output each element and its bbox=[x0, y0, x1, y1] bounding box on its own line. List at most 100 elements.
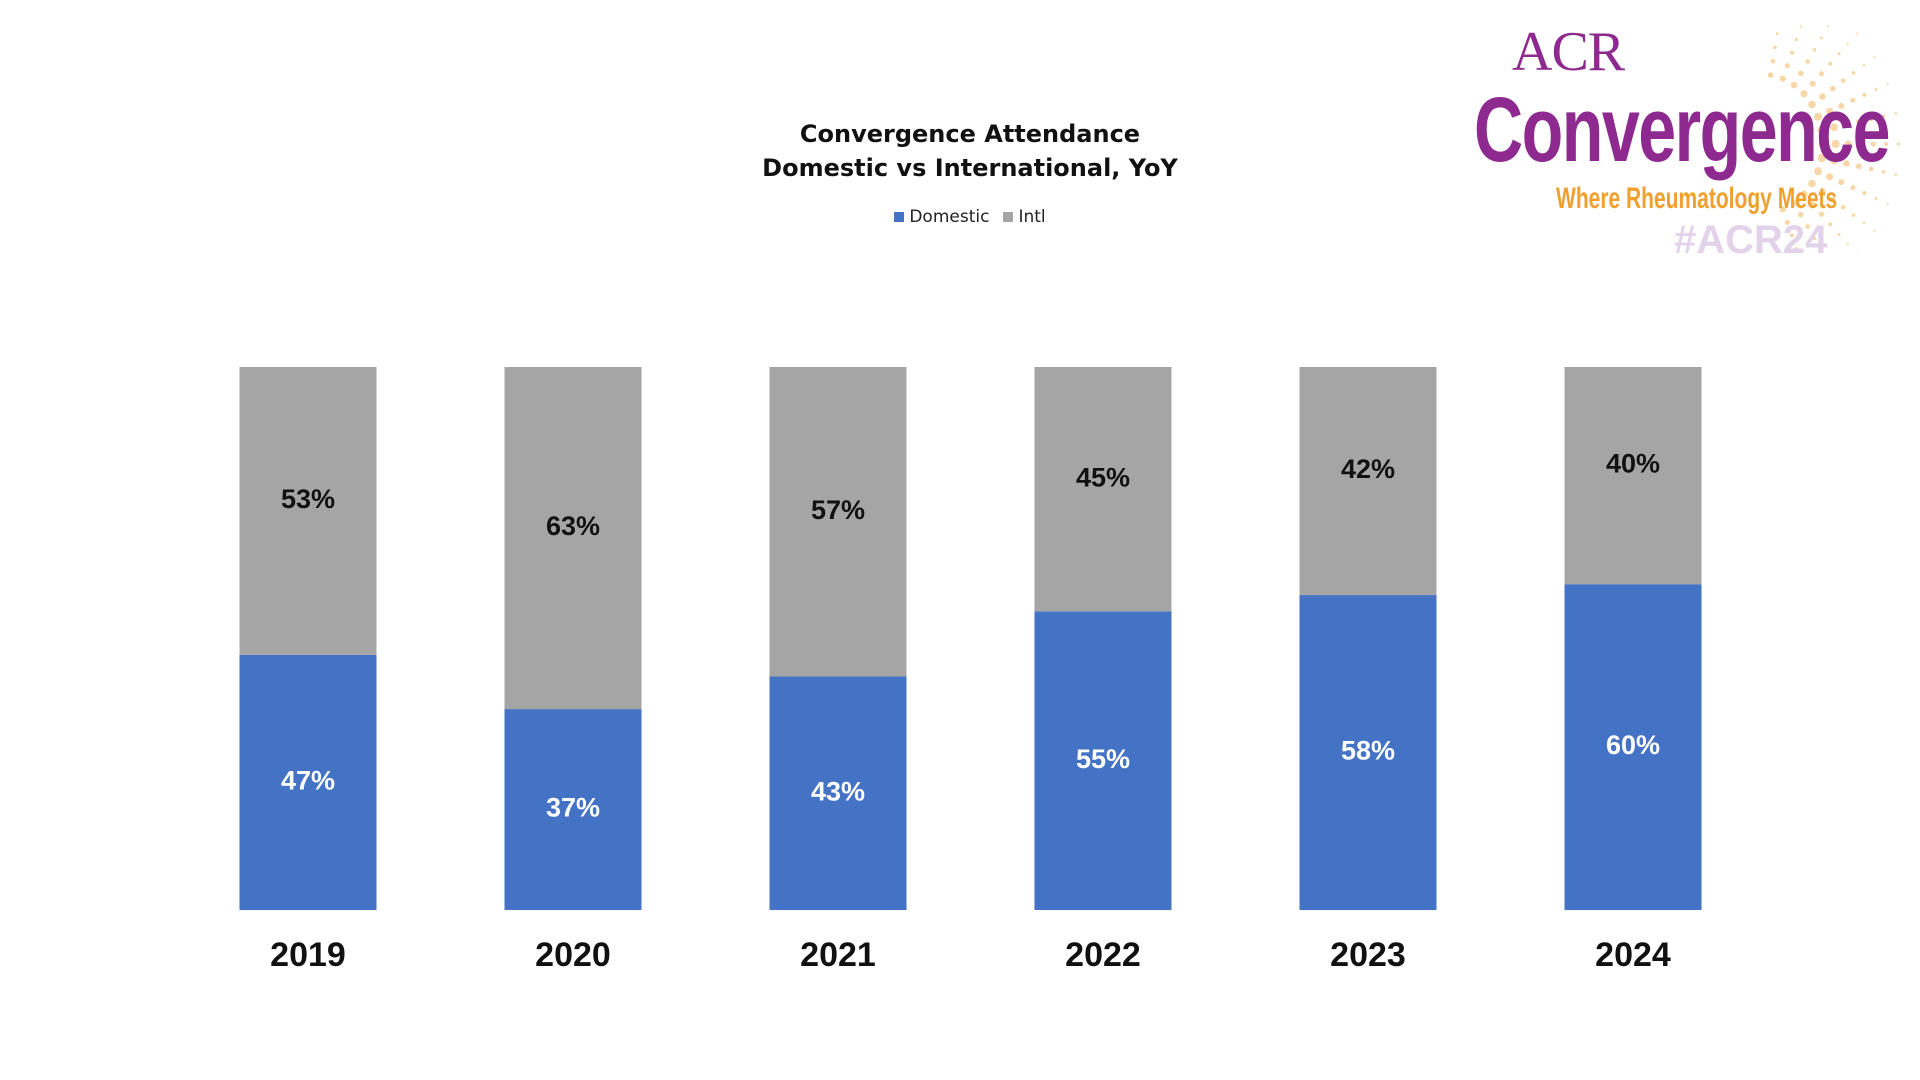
logo-dot bbox=[1790, 81, 1798, 89]
logo-dot bbox=[1884, 142, 1888, 146]
logo-dot bbox=[1827, 25, 1830, 28]
logo-dot bbox=[1862, 63, 1866, 67]
logo-hashtag: #ACR24 bbox=[1674, 218, 1828, 262]
logo-dot bbox=[1840, 204, 1846, 210]
logo-dot bbox=[1818, 71, 1824, 77]
logo-dot bbox=[1800, 190, 1808, 198]
logo-dot bbox=[1812, 47, 1817, 52]
legend-item-domestic: Domestic bbox=[894, 206, 989, 228]
x-tick-label: 2023 bbox=[1330, 936, 1406, 974]
logo-dot bbox=[1819, 188, 1826, 195]
logo-dot bbox=[1828, 222, 1833, 227]
logo-dot bbox=[1773, 45, 1777, 50]
data-label: 57% bbox=[811, 495, 865, 525]
x-tick-label: 2019 bbox=[270, 936, 346, 974]
logo-dot bbox=[1805, 224, 1810, 229]
logo-acr: ACR bbox=[1512, 21, 1625, 83]
logo-dot bbox=[1886, 202, 1889, 205]
data-label: 58% bbox=[1341, 736, 1395, 766]
data-label: 40% bbox=[1606, 449, 1660, 479]
data-label: 47% bbox=[281, 766, 335, 796]
logo-dot bbox=[1790, 199, 1798, 207]
logo-dot bbox=[1886, 83, 1889, 86]
logo-dot bbox=[1843, 121, 1850, 128]
logo-dot bbox=[1840, 78, 1846, 84]
logo-dot bbox=[1784, 63, 1790, 69]
logo-dot bbox=[1868, 166, 1874, 172]
legend-swatch-domestic bbox=[894, 212, 905, 222]
logo-dot bbox=[1894, 173, 1898, 176]
logo-dot bbox=[1830, 123, 1838, 132]
logo-dot bbox=[1779, 75, 1786, 82]
legend-label: Intl bbox=[1018, 207, 1046, 227]
logo-dot bbox=[1851, 213, 1856, 217]
logo-dot bbox=[1819, 248, 1823, 252]
legend-item-intl: Intl bbox=[1003, 206, 1046, 228]
logo-dot bbox=[1800, 90, 1808, 98]
logo-dot bbox=[1805, 59, 1810, 64]
logo-dot bbox=[1855, 253, 1858, 254]
data-label: 60% bbox=[1606, 730, 1660, 760]
logo-dot bbox=[1857, 141, 1864, 147]
logo-dot bbox=[1812, 236, 1817, 241]
legend-label: Domestic bbox=[909, 207, 990, 227]
logo-dot bbox=[1856, 118, 1862, 125]
data-label: 55% bbox=[1076, 744, 1130, 774]
x-tick-label: 2021 bbox=[800, 936, 876, 974]
logo-dot bbox=[1837, 232, 1841, 236]
data-label: 53% bbox=[281, 484, 335, 514]
bar-intl-2024 bbox=[1564, 367, 1702, 585]
logo-dot bbox=[1798, 70, 1804, 77]
x-tick-label: 2020 bbox=[535, 936, 611, 974]
logo-dot bbox=[1838, 179, 1845, 186]
logo-dot bbox=[1818, 139, 1828, 149]
logo-dot bbox=[1828, 61, 1833, 66]
logo-dot bbox=[1830, 196, 1836, 203]
legend: Domestic Intl bbox=[0, 206, 1920, 228]
bar-intl-2020 bbox=[504, 367, 642, 710]
logo-dot bbox=[1873, 56, 1876, 59]
data-label: 63% bbox=[546, 511, 600, 541]
bar-intl-2023 bbox=[1299, 367, 1437, 596]
logo-dot bbox=[1851, 71, 1856, 75]
logo-tagline: Where Rheumatology Meets bbox=[1556, 182, 1838, 215]
logo-dot bbox=[1844, 140, 1852, 148]
logo-dot bbox=[1862, 92, 1867, 97]
logo-dot bbox=[1855, 32, 1858, 35]
logo-dot bbox=[1809, 201, 1816, 208]
legend-swatch-intl bbox=[1003, 212, 1014, 222]
logo-dot bbox=[1789, 50, 1795, 55]
data-label: 37% bbox=[546, 793, 600, 823]
logo-dot bbox=[1868, 116, 1874, 122]
x-tick-label: 2022 bbox=[1065, 936, 1141, 974]
logo-dot bbox=[1818, 211, 1824, 217]
logo-dot bbox=[1850, 97, 1856, 103]
logo-dot bbox=[1819, 36, 1823, 40]
chart-title: Convergence Attendance bbox=[799, 120, 1141, 148]
logo-dot bbox=[1870, 141, 1876, 147]
logo-dot bbox=[1897, 142, 1900, 146]
logo-dot bbox=[1894, 112, 1898, 115]
bar-intl-2019 bbox=[239, 367, 377, 655]
data-label: 45% bbox=[1076, 462, 1130, 492]
logo-dot bbox=[1794, 38, 1799, 42]
logo-dot bbox=[1817, 125, 1827, 135]
logo-dot bbox=[1881, 170, 1886, 174]
logo-dot bbox=[1846, 42, 1849, 45]
logo-dot bbox=[1846, 243, 1849, 246]
logo-dot bbox=[1862, 191, 1867, 196]
logo-dot bbox=[1874, 87, 1878, 92]
logo-dot bbox=[1831, 140, 1840, 148]
logo-dot bbox=[1775, 32, 1779, 35]
logo-dot bbox=[1814, 167, 1823, 176]
data-label: 43% bbox=[811, 776, 865, 806]
logo-convergence: Convergence bbox=[1474, 79, 1891, 181]
logo-dot bbox=[1837, 52, 1841, 56]
logo-dot bbox=[1874, 196, 1878, 201]
logo-dot bbox=[1779, 206, 1786, 213]
logo-dot bbox=[1767, 72, 1774, 78]
bar-domestic-2020 bbox=[504, 709, 642, 910]
logo-dot bbox=[1873, 229, 1876, 232]
logo-dot bbox=[1814, 112, 1823, 121]
